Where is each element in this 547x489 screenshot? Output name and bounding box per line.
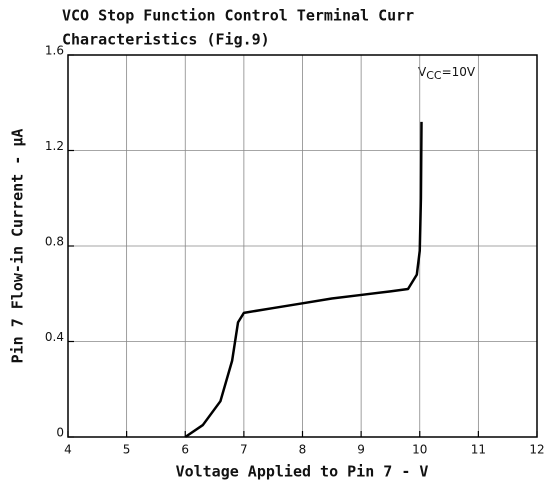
x-tick-label: 5 [123, 443, 131, 457]
y-tick-label: 0.4 [45, 330, 64, 344]
x-tick-label: 9 [357, 443, 365, 457]
annotation-base: V [418, 65, 427, 79]
chart-title: Characteristics (Fig.9) [62, 31, 270, 49]
x-tick-label: 12 [529, 443, 544, 457]
x-tick-label: 8 [299, 443, 307, 457]
x-axis-label: Voltage Applied to Pin 7 - V [176, 463, 429, 481]
plot-frame [67, 54, 538, 438]
annotation-rest: =10V [442, 65, 476, 79]
chart-title: VCO Stop Function Control Terminal Curr [62, 7, 414, 25]
y-tick-label: 0.8 [45, 235, 64, 249]
data-line [184, 121, 423, 439]
y-tick-label: 0 [56, 426, 64, 440]
x-tick-label: 10 [412, 443, 427, 457]
annotation-sub: CC [426, 69, 442, 82]
y-tick-label: 1.6 [45, 44, 64, 58]
x-tick-label: 11 [471, 443, 486, 457]
x-tick-label: 4 [64, 443, 72, 457]
x-tick-label: 6 [181, 443, 189, 457]
x-tick-label: 7 [240, 443, 248, 457]
y-tick-label: 1.2 [45, 139, 64, 153]
annotation: VCC=10V [418, 65, 476, 83]
y-axis-label: Pin 7 Flow-in Current - μA [9, 129, 27, 364]
